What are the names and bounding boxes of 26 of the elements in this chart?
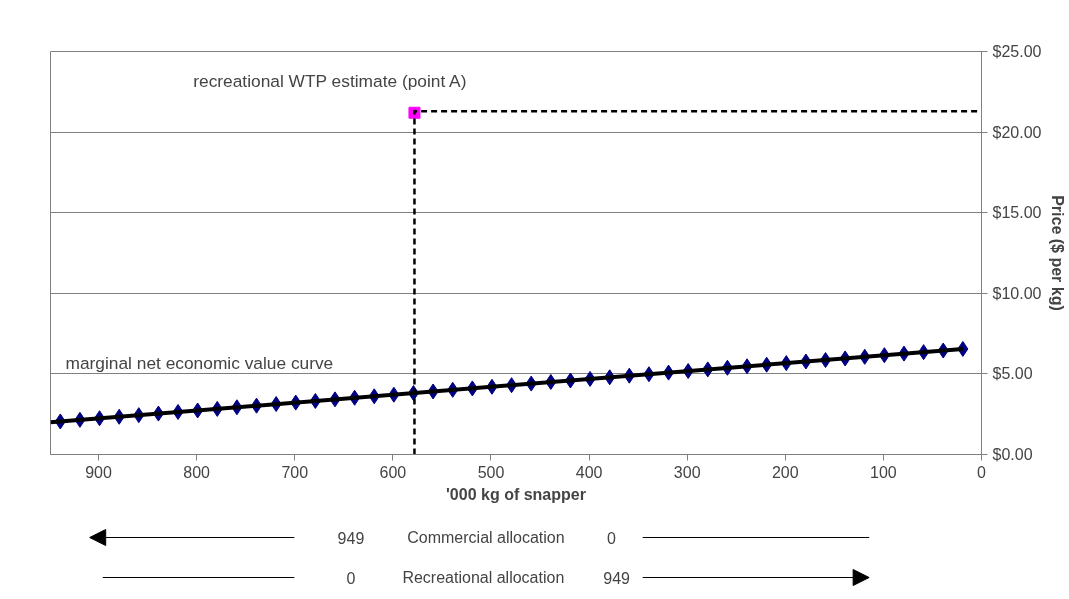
text: 0 bbox=[606, 529, 616, 547]
y-tick-label: $0.00 bbox=[992, 446, 1033, 463]
x-tick-label: 300 bbox=[673, 463, 701, 481]
text: 0 bbox=[346, 569, 356, 587]
text: Commercial allocation bbox=[407, 529, 565, 546]
x-tick-label: 100 bbox=[870, 463, 897, 481]
x-tick-label: 200 bbox=[771, 463, 799, 481]
annotation: recreational WTP estimate (point A) bbox=[193, 70, 467, 91]
x-tick-label: 900 bbox=[85, 463, 113, 481]
y-tick-label: $5.00 bbox=[992, 365, 1033, 383]
text: Recreational allocation bbox=[402, 569, 565, 586]
y-tick-label: $20.00 bbox=[992, 123, 1042, 141]
x-axis-title: '000 kg of snapper bbox=[446, 485, 586, 503]
annotation: marginal net economic value curve bbox=[65, 352, 334, 373]
y-axis-title: Price ($ per kg) bbox=[1049, 195, 1067, 311]
x-tick-label: 500 bbox=[477, 463, 505, 481]
y-tick-label: $10.00 bbox=[992, 284, 1042, 302]
x-tick-label: 700 bbox=[281, 463, 309, 481]
x-tick-label: 400 bbox=[575, 463, 603, 481]
y-tick-label: $25.00 bbox=[992, 43, 1042, 60]
y-tick-label: $15.00 bbox=[992, 204, 1042, 222]
x-tick-label: 600 bbox=[379, 463, 407, 481]
x-tick-label: 800 bbox=[183, 463, 211, 481]
text: 949 bbox=[337, 529, 365, 547]
text: 949 bbox=[603, 569, 631, 587]
x-tick-label: 0 bbox=[977, 463, 987, 481]
